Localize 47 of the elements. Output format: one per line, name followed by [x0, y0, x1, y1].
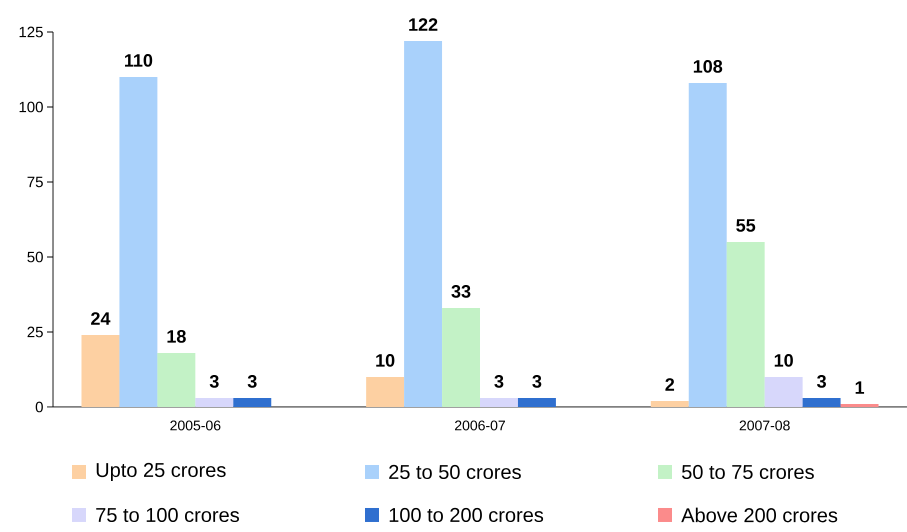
data-label: 24 — [91, 312, 110, 325]
bar — [688, 82, 727, 407]
bar — [119, 76, 158, 407]
bar — [404, 40, 442, 407]
data-label: 3 — [817, 375, 826, 388]
bar — [802, 398, 841, 407]
data-label: 3 — [210, 375, 219, 388]
bar — [233, 398, 272, 407]
bar — [650, 400, 689, 407]
data-label: 3 — [248, 375, 257, 388]
bar — [442, 308, 480, 407]
legend-label: 100 to 200 crores — [390, 508, 544, 522]
data-label: 2 — [665, 378, 674, 391]
y-tick-label: 0 — [36, 402, 43, 412]
bar — [518, 398, 556, 407]
data-label: 10 — [774, 354, 793, 367]
data-label: 33 — [451, 285, 470, 298]
bar — [726, 242, 765, 407]
bar — [764, 376, 803, 407]
y-tick-label: 100 — [20, 102, 43, 112]
data-label: 55 — [736, 219, 756, 232]
bar — [840, 404, 879, 407]
data-label: 10 — [376, 354, 394, 367]
legend-label: Upto 25 crores — [96, 462, 226, 482]
x-tick-label: 2006-07 — [455, 420, 505, 430]
y-tick-label: 75 — [28, 176, 43, 188]
legend-label: Above 200 crores — [681, 508, 838, 522]
bar — [81, 334, 120, 407]
bar — [480, 398, 518, 407]
x-tick-label: 2005-06 — [170, 420, 220, 430]
bar — [366, 376, 404, 407]
y-tick-label: 25 — [28, 326, 43, 338]
y-tick-label: 125 — [20, 26, 43, 38]
legend-label: 75 to 100 crores — [96, 508, 239, 522]
data-label: 110 — [125, 54, 152, 67]
data-label: 18 — [167, 330, 186, 343]
data-label: 108 — [694, 60, 722, 73]
y-tick-label: 50 — [27, 252, 43, 262]
data-label: 1 — [856, 381, 864, 394]
data-label: 3 — [494, 375, 504, 388]
x-tick-label: 2007-08 — [740, 420, 790, 430]
data-label: 3 — [532, 375, 542, 388]
data-label: 122 — [409, 18, 438, 31]
bar — [157, 352, 196, 407]
bar — [195, 398, 234, 407]
legend-label: 50 to 75 crores — [682, 464, 814, 480]
legend-label: 25 to 50 crores — [389, 464, 521, 480]
